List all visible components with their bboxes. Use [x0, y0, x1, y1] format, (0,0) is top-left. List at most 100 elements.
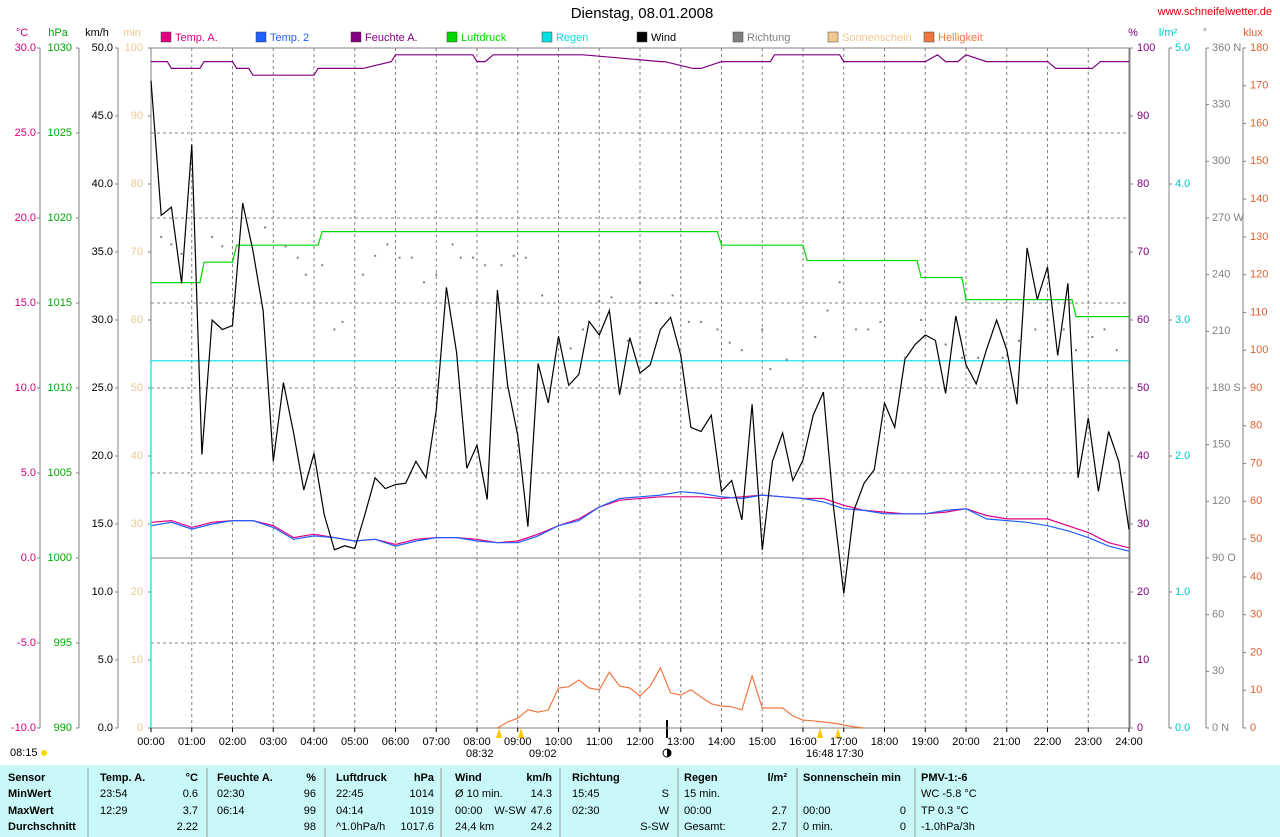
table-cell: 0 — [900, 805, 906, 817]
direction-dot — [386, 243, 389, 246]
table-cell: S-SW — [640, 821, 669, 833]
x-tick-label: 09:00 — [504, 736, 532, 748]
y-tick-label: 25.0 — [92, 382, 113, 394]
y-tick-label: 0.0 — [1175, 722, 1190, 734]
table-header: Luftdruck — [336, 772, 388, 784]
y-tick-label: 1030 — [48, 42, 72, 54]
y-tick-label: 40 — [1250, 571, 1262, 583]
direction-dot — [1103, 328, 1106, 331]
table-cell: Ø 10 min. — [455, 788, 503, 800]
y-tick-label: 240 — [1212, 269, 1230, 281]
direction-dot — [160, 235, 163, 238]
y-tick-label: 360 N — [1212, 42, 1241, 54]
table-cell: W — [659, 805, 670, 817]
table-cell: 23:54 — [100, 788, 128, 800]
x-tick-label: 14:00 — [708, 736, 736, 748]
y-tick-label: 180 S — [1212, 382, 1241, 394]
direction-dot — [512, 254, 515, 257]
y-tick-label: 30.0 — [15, 42, 36, 54]
y-tick-label: 160 — [1250, 117, 1268, 129]
y-tick-label: 2.0 — [1175, 450, 1190, 462]
x-tick-label: 12:00 — [626, 736, 654, 748]
y-tick-label: 20.0 — [15, 212, 36, 224]
table-cell: 24.2 — [531, 821, 552, 833]
table-cell: 1014 — [410, 788, 434, 800]
direction-dot — [655, 302, 658, 304]
y-tick-label: 3.0 — [1175, 314, 1190, 326]
table-header: hPa — [414, 772, 435, 784]
legend-label: Wind — [651, 32, 676, 44]
x-tick-label: 21:00 — [993, 736, 1021, 748]
y-tick-label: 90 — [131, 110, 143, 122]
y-tick-label: 110 — [1250, 306, 1268, 318]
legend-label: Temp. 2 — [270, 32, 309, 44]
table-cell: 00:00 — [684, 805, 712, 817]
y-tick-label: 1000 — [48, 552, 72, 564]
y-tick-label: 25.0 — [15, 127, 36, 139]
x-tick-label: 10:00 — [545, 736, 573, 748]
table-cell: 22:45 — [336, 788, 364, 800]
y-tick-label: 210 — [1212, 325, 1230, 337]
direction-dot — [960, 356, 963, 359]
table-cell: -1.0hPa/3h — [921, 821, 975, 833]
y-tick-label: 20 — [1250, 646, 1262, 658]
table-header: Temp. A. — [100, 772, 145, 784]
direction-dot — [920, 319, 923, 321]
table-cell: 47.6 — [531, 805, 552, 817]
table-header: Richtung — [572, 772, 620, 784]
table-header: km/h — [526, 772, 552, 784]
table-header: Feuchte A. — [217, 772, 273, 784]
y-tick-label: 70 — [1137, 246, 1149, 258]
y-tick-label: 15.0 — [92, 518, 113, 530]
x-tick-label: 16:00 — [789, 736, 817, 748]
table-cell: 99 — [304, 805, 316, 817]
y-tick-label: 1025 — [48, 127, 72, 139]
y-tick-label: 0 — [1137, 722, 1143, 734]
y-tick-label: 4.0 — [1175, 178, 1190, 190]
direction-dot — [296, 256, 299, 259]
table-cell: 2.7 — [772, 805, 787, 817]
direction-dot — [435, 273, 438, 276]
direction-dot — [610, 296, 613, 299]
y-tick-label: 5.0 — [1175, 42, 1190, 54]
direction-dot — [524, 256, 527, 259]
y-tick-label: 1.0 — [1175, 586, 1190, 598]
x-tick-label: 06:00 — [382, 736, 410, 748]
y-tick-label: 150 — [1212, 439, 1230, 451]
table-cell: S — [662, 788, 669, 800]
y-tick-label: 60 — [1137, 314, 1149, 326]
table-cell: Gesamt: — [684, 821, 726, 833]
direction-dot — [1017, 339, 1020, 342]
y-tick-label: 60 — [1212, 609, 1224, 621]
table-cell: 06:14 — [217, 805, 245, 817]
direction-dot — [581, 328, 584, 331]
y-tick-label: 20 — [1137, 586, 1149, 598]
table-cell: 1017.6 — [400, 821, 434, 833]
table-header: % — [306, 772, 316, 784]
direction-dot — [211, 235, 214, 238]
direction-dot — [1075, 349, 1078, 352]
series-line — [150, 494, 1130, 549]
x-tick-label: 00:00 — [137, 736, 165, 748]
axis-unit: klux — [1243, 27, 1263, 39]
table-cell: 0 — [900, 821, 906, 833]
direction-dot — [785, 358, 788, 361]
sun-markers — [41, 720, 841, 758]
table-header: PMV-1:-6 — [921, 772, 967, 784]
table-header: Wind — [455, 772, 482, 784]
direction-dot — [761, 328, 764, 331]
x-tick-label: 22:00 — [1034, 736, 1062, 748]
y-tick-label: 10 — [131, 654, 143, 666]
y-tick-label: 270 W — [1212, 212, 1244, 224]
direction-dot — [826, 309, 829, 312]
x-tick-label: 19:00 — [911, 736, 939, 748]
legend-swatch — [827, 31, 839, 43]
table-cell: 0.6 — [183, 788, 198, 800]
y-tick-label: 140 — [1250, 193, 1268, 205]
y-tick-label: 40 — [131, 450, 143, 462]
direction-dot — [284, 245, 287, 248]
series-line — [150, 360, 1129, 728]
y-tick-label: 50 — [1137, 382, 1149, 394]
table-cell: MinWert — [8, 788, 52, 800]
